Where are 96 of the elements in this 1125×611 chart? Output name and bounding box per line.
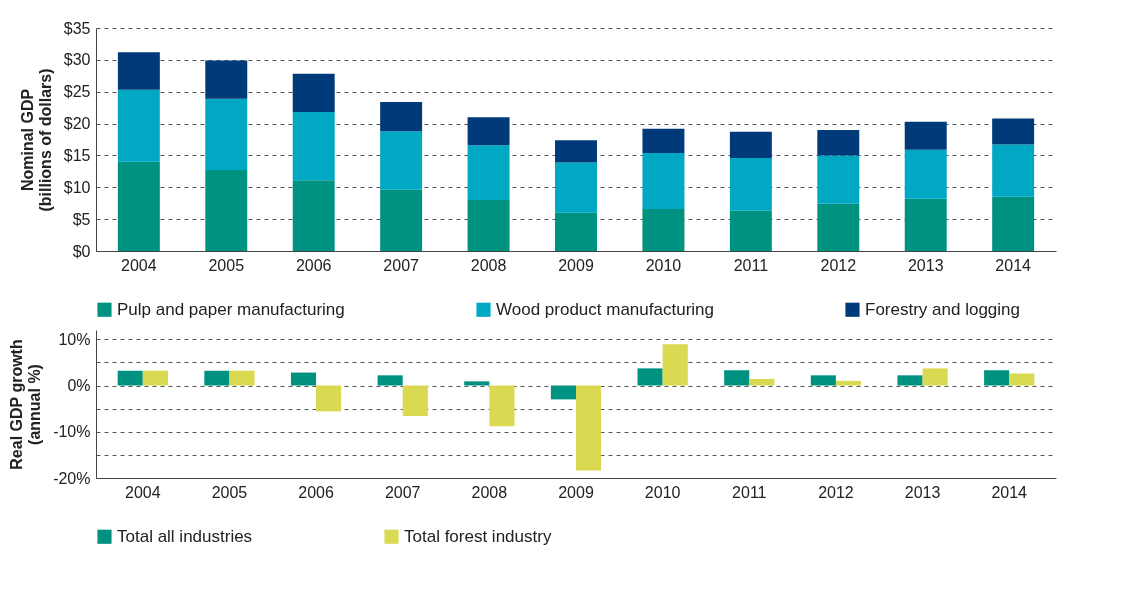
- bar: [576, 385, 602, 471]
- x-tick-label: 2008: [471, 483, 508, 501]
- bar: [729, 131, 772, 158]
- bar: [290, 372, 317, 386]
- x-tick-label: 2006: [295, 256, 332, 274]
- y-tick-label: $25: [63, 83, 91, 101]
- bar: [992, 118, 1035, 145]
- y-tick-label: $20: [63, 115, 91, 133]
- x-tick-label: 2006: [298, 483, 334, 501]
- y-tick-label: -10%: [53, 423, 91, 441]
- x-tick-label: 2010: [645, 256, 682, 274]
- legend-label: Wood product manufacturing: [496, 299, 714, 319]
- x-tick-label: 2013: [907, 256, 944, 274]
- bar: [292, 180, 335, 251]
- bar: [117, 161, 160, 251]
- bar: [489, 385, 515, 427]
- bar: [729, 210, 772, 251]
- y-tick-label: $10: [63, 178, 91, 196]
- legend-label: Total forest industry: [404, 526, 552, 546]
- x-tick-label: 2007: [384, 483, 421, 501]
- bar: [117, 370, 143, 386]
- bar: [117, 52, 160, 90]
- bar: [292, 112, 335, 181]
- y-tick-label: 10%: [58, 330, 91, 348]
- legend-label: Forestry and logging: [865, 299, 1020, 319]
- bar: [749, 379, 775, 386]
- y-tick-label: 0%: [67, 377, 91, 394]
- x-tick-label: 2005: [208, 256, 245, 274]
- legend-label: Pulp and paper manufacturing: [117, 299, 345, 319]
- bar: [117, 89, 160, 162]
- bar: [637, 368, 663, 386]
- bar: [922, 368, 948, 386]
- bar: [380, 131, 423, 190]
- x-tick-label: 2010: [644, 483, 681, 501]
- y-tick-label: $15: [63, 146, 91, 164]
- x-tick-label: 2005: [211, 483, 248, 501]
- bar: [467, 200, 510, 251]
- bar: [904, 121, 947, 150]
- y-tick-label: $30: [63, 51, 91, 69]
- x-tick-label: 2007: [383, 256, 420, 274]
- bar: [897, 375, 923, 386]
- bar: [464, 381, 490, 386]
- x-tick-label: 2004: [121, 256, 157, 274]
- x-tick-label: 2009: [558, 483, 594, 501]
- x-tick-label: 2011: [733, 256, 769, 274]
- bar: [555, 212, 597, 251]
- bar: [642, 208, 685, 251]
- x-tick-label: 2014: [995, 256, 1032, 274]
- bar: [817, 129, 860, 156]
- bar: [377, 375, 403, 386]
- bar: [992, 144, 1035, 197]
- bar: [229, 370, 255, 386]
- bar: [316, 385, 342, 412]
- x-tick-label: 2004: [124, 483, 161, 501]
- x-tick-label: 2012: [818, 483, 854, 501]
- bar: [729, 157, 772, 211]
- bar: [205, 98, 248, 171]
- x-tick-label: 2012: [820, 256, 857, 274]
- bar: [810, 375, 836, 386]
- bar: [992, 196, 1035, 251]
- bar: [204, 370, 230, 386]
- y-tick-label: $35: [63, 19, 91, 37]
- bar: [904, 149, 947, 199]
- bar: [380, 101, 423, 132]
- bar: [555, 140, 597, 163]
- bar: [817, 203, 860, 251]
- legend-label: Total all industries: [117, 526, 253, 546]
- y-axis-title: Nominal GDP (billions of dollars): [18, 68, 54, 212]
- x-tick-label: 2011: [732, 483, 767, 501]
- bar: [555, 162, 597, 213]
- bar: [467, 145, 510, 201]
- bar: [205, 60, 248, 99]
- x-tick-label: 2008: [470, 256, 507, 274]
- y-tick-label: -20%: [53, 469, 91, 487]
- y-axis-title: Real GDP growth (annual %): [8, 339, 44, 470]
- bar: [904, 198, 947, 251]
- bar: [817, 155, 860, 204]
- bar: [402, 385, 428, 417]
- x-tick-label: 2009: [558, 256, 594, 274]
- bar: [984, 370, 1010, 386]
- x-tick-label: 2013: [904, 483, 941, 501]
- x-tick-label: 2014: [991, 483, 1028, 501]
- bar: [642, 128, 685, 153]
- bar: [835, 380, 862, 386]
- y-tick-label: $0: [72, 242, 91, 260]
- bar: [142, 370, 168, 386]
- bar: [1009, 373, 1035, 386]
- bar: [550, 385, 576, 400]
- bar: [467, 117, 510, 146]
- bar: [205, 170, 248, 251]
- bar: [724, 370, 750, 386]
- bar: [292, 73, 335, 113]
- y-tick-label: $5: [72, 210, 91, 228]
- bar: [380, 189, 423, 251]
- bar: [642, 152, 685, 209]
- bar: [662, 344, 688, 386]
